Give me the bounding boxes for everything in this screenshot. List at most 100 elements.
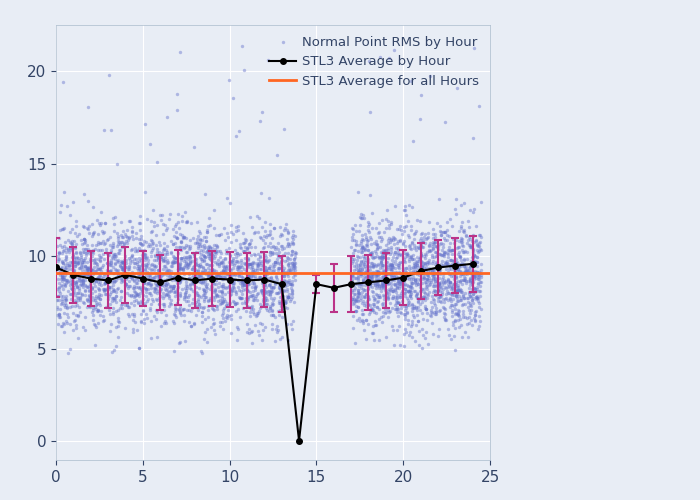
Normal Point RMS by Hour: [414, 253, 426, 261]
Normal Point RMS by Hour: [179, 261, 190, 269]
Normal Point RMS by Hour: [452, 244, 463, 252]
Normal Point RMS by Hour: [181, 281, 192, 289]
Normal Point RMS by Hour: [94, 295, 106, 303]
Normal Point RMS by Hour: [448, 270, 459, 278]
Normal Point RMS by Hour: [442, 277, 453, 285]
Normal Point RMS by Hour: [65, 294, 76, 302]
Normal Point RMS by Hour: [469, 316, 480, 324]
Normal Point RMS by Hour: [467, 271, 478, 279]
Normal Point RMS by Hour: [351, 316, 363, 324]
Normal Point RMS by Hour: [257, 294, 268, 302]
Normal Point RMS by Hour: [126, 256, 137, 264]
Normal Point RMS by Hour: [116, 276, 127, 283]
Normal Point RMS by Hour: [188, 263, 199, 271]
Normal Point RMS by Hour: [368, 279, 379, 287]
Normal Point RMS by Hour: [274, 284, 285, 292]
Normal Point RMS by Hour: [356, 236, 368, 244]
Normal Point RMS by Hour: [385, 220, 396, 228]
Normal Point RMS by Hour: [466, 306, 477, 314]
Normal Point RMS by Hour: [419, 259, 430, 267]
Normal Point RMS by Hour: [190, 270, 201, 278]
Normal Point RMS by Hour: [227, 278, 238, 286]
Normal Point RMS by Hour: [232, 262, 243, 270]
Normal Point RMS by Hour: [410, 286, 421, 294]
Normal Point RMS by Hour: [386, 256, 398, 264]
Normal Point RMS by Hour: [282, 249, 293, 257]
Normal Point RMS by Hour: [203, 274, 214, 281]
Normal Point RMS by Hour: [463, 314, 475, 322]
Normal Point RMS by Hour: [83, 245, 94, 253]
Normal Point RMS by Hour: [88, 256, 99, 264]
Normal Point RMS by Hour: [469, 259, 480, 267]
Normal Point RMS by Hour: [185, 256, 196, 264]
Normal Point RMS by Hour: [100, 246, 111, 254]
Normal Point RMS by Hour: [241, 267, 252, 275]
Normal Point RMS by Hour: [175, 277, 186, 285]
Normal Point RMS by Hour: [171, 285, 182, 293]
Normal Point RMS by Hour: [466, 258, 477, 266]
Normal Point RMS by Hour: [126, 274, 137, 282]
Normal Point RMS by Hour: [196, 312, 207, 320]
Normal Point RMS by Hour: [432, 280, 443, 288]
Normal Point RMS by Hour: [65, 272, 76, 280]
Normal Point RMS by Hour: [111, 267, 122, 275]
Normal Point RMS by Hour: [96, 227, 107, 235]
Normal Point RMS by Hour: [173, 264, 184, 272]
Normal Point RMS by Hour: [120, 237, 132, 245]
Normal Point RMS by Hour: [405, 287, 416, 295]
Normal Point RMS by Hour: [407, 238, 418, 246]
Normal Point RMS by Hour: [186, 298, 197, 306]
Normal Point RMS by Hour: [62, 278, 73, 286]
Normal Point RMS by Hour: [188, 280, 199, 287]
Normal Point RMS by Hour: [175, 254, 186, 262]
Normal Point RMS by Hour: [454, 316, 466, 324]
Normal Point RMS by Hour: [397, 286, 408, 294]
Normal Point RMS by Hour: [99, 290, 111, 298]
Normal Point RMS by Hour: [445, 282, 456, 290]
Normal Point RMS by Hour: [386, 270, 398, 278]
Normal Point RMS by Hour: [57, 273, 68, 281]
Normal Point RMS by Hour: [413, 326, 424, 334]
Normal Point RMS by Hour: [371, 284, 382, 292]
Normal Point RMS by Hour: [422, 282, 433, 290]
Normal Point RMS by Hour: [93, 286, 104, 294]
Normal Point RMS by Hour: [281, 320, 293, 328]
Normal Point RMS by Hour: [230, 270, 241, 278]
Normal Point RMS by Hour: [284, 266, 295, 274]
Normal Point RMS by Hour: [243, 240, 254, 248]
Normal Point RMS by Hour: [226, 270, 237, 278]
Normal Point RMS by Hour: [113, 266, 124, 274]
Normal Point RMS by Hour: [467, 237, 478, 245]
Normal Point RMS by Hour: [387, 264, 398, 272]
Normal Point RMS by Hour: [237, 278, 248, 286]
Normal Point RMS by Hour: [228, 254, 239, 262]
Normal Point RMS by Hour: [112, 232, 123, 240]
Normal Point RMS by Hour: [64, 262, 75, 270]
Normal Point RMS by Hour: [362, 237, 373, 245]
Normal Point RMS by Hour: [363, 272, 374, 280]
Normal Point RMS by Hour: [383, 216, 394, 224]
Normal Point RMS by Hour: [87, 266, 98, 274]
Normal Point RMS by Hour: [249, 321, 260, 329]
Normal Point RMS by Hour: [459, 300, 470, 308]
Normal Point RMS by Hour: [99, 126, 110, 134]
Normal Point RMS by Hour: [151, 222, 162, 230]
Normal Point RMS by Hour: [390, 268, 401, 276]
Normal Point RMS by Hour: [55, 289, 66, 297]
Normal Point RMS by Hour: [233, 269, 244, 277]
Normal Point RMS by Hour: [82, 264, 93, 272]
Normal Point RMS by Hour: [232, 264, 243, 272]
Normal Point RMS by Hour: [216, 318, 228, 326]
Normal Point RMS by Hour: [78, 248, 90, 256]
Normal Point RMS by Hour: [428, 308, 440, 316]
Normal Point RMS by Hour: [407, 267, 419, 275]
Normal Point RMS by Hour: [178, 244, 190, 252]
Normal Point RMS by Hour: [426, 242, 438, 250]
Normal Point RMS by Hour: [223, 250, 234, 258]
Normal Point RMS by Hour: [69, 255, 80, 263]
Normal Point RMS by Hour: [62, 277, 74, 285]
Normal Point RMS by Hour: [120, 280, 132, 288]
Normal Point RMS by Hour: [88, 306, 99, 314]
Normal Point RMS by Hour: [363, 296, 374, 304]
Normal Point RMS by Hour: [202, 270, 214, 278]
